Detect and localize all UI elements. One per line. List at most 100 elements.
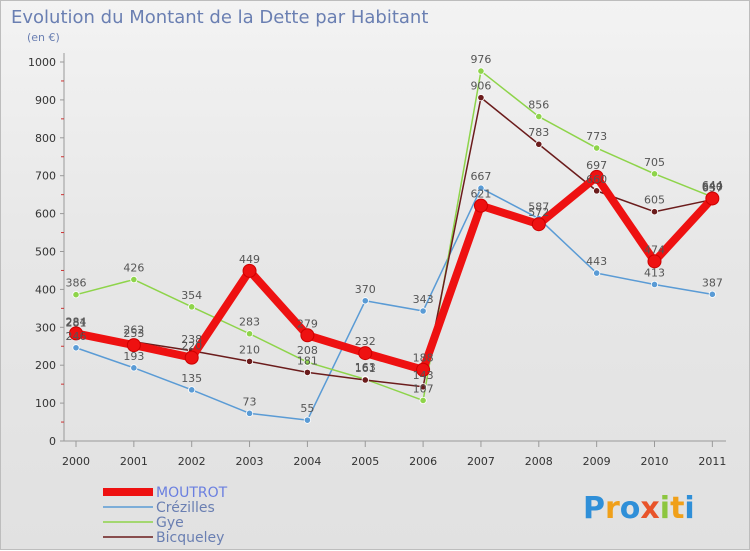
point-moutrot-2009 bbox=[589, 169, 604, 184]
data-label-moutrot-2009: 697 bbox=[586, 159, 607, 172]
x-tick-label-2005: 2005 bbox=[351, 455, 379, 468]
data-label-bicqueley-2004: 181 bbox=[297, 354, 318, 367]
point-gye-2008 bbox=[535, 112, 543, 121]
data-label-bicqueley-2005: 161 bbox=[355, 362, 376, 375]
data-label-gye-2007: 976 bbox=[470, 53, 491, 66]
point-crezilles-2006 bbox=[419, 307, 427, 315]
data-label-gye-2010: 705 bbox=[644, 156, 665, 169]
data-label-moutrot-2006: 188 bbox=[413, 352, 434, 365]
data-label-moutrot-2001: 253 bbox=[123, 327, 144, 340]
data-label-bicqueley-2011: 637 bbox=[702, 182, 723, 195]
point-moutrot-2006 bbox=[416, 362, 431, 377]
data-label-crezilles-2001: 193 bbox=[123, 350, 144, 363]
data-label-moutrot-2011: 640 bbox=[702, 180, 723, 193]
point-bicqueley-2006 bbox=[419, 383, 427, 391]
point-crezilles-2005 bbox=[361, 297, 369, 305]
data-label-moutrot-2000: 284 bbox=[66, 315, 87, 328]
chart-subtitle: (en €) bbox=[27, 31, 60, 44]
data-label-crezilles-2007: 667 bbox=[470, 170, 491, 183]
point-moutrot-2008 bbox=[531, 217, 546, 232]
x-tick-label-2007: 2007 bbox=[467, 455, 495, 468]
data-label-crezilles-2000: 246 bbox=[66, 330, 87, 343]
point-crezilles-2003 bbox=[245, 409, 254, 417]
data-label-moutrot-2010: 474 bbox=[644, 243, 665, 256]
data-label-gye-2002: 354 bbox=[181, 289, 202, 302]
x-tick-label-2000: 2000 bbox=[62, 455, 90, 468]
data-label-gye-2006: 107 bbox=[413, 382, 434, 395]
point-moutrot-2007 bbox=[473, 198, 488, 213]
point-bicqueley-2007 bbox=[477, 94, 485, 102]
logo-text-proxiti: Proxiti bbox=[583, 491, 695, 526]
x-tick-label-2003: 2003 bbox=[236, 455, 264, 468]
y-tick-label-1000: 1000 bbox=[28, 56, 56, 69]
point-gye-2001 bbox=[130, 275, 138, 284]
point-gye-2003 bbox=[245, 330, 254, 338]
x-tick-label-2004: 2004 bbox=[293, 455, 321, 468]
data-label-crezilles-2005: 370 bbox=[355, 283, 376, 296]
point-bicqueley-2003 bbox=[245, 357, 254, 366]
series-line-crezilles bbox=[75, 187, 714, 421]
point-moutrot-2002 bbox=[184, 350, 199, 365]
x-tick-label-2010: 2010 bbox=[641, 455, 669, 468]
point-bicqueley-2004 bbox=[303, 368, 311, 377]
data-label-moutrot-2002: 220 bbox=[181, 340, 202, 353]
point-moutrot-2003 bbox=[242, 263, 257, 278]
data-label-crezilles-2011: 387 bbox=[702, 276, 723, 289]
y-tick-label-400: 400 bbox=[35, 283, 56, 296]
legend-label-bicqueley: Bicqueley bbox=[156, 530, 224, 546]
series-line-gye bbox=[75, 70, 714, 402]
point-moutrot-2001 bbox=[126, 338, 141, 353]
data-label-bicqueley-2001: 262 bbox=[123, 324, 144, 337]
y-ticks: 0 100 200 300 400 500 600 700 800 900 1000 bbox=[28, 56, 64, 448]
y-tick-label-800: 800 bbox=[35, 132, 56, 145]
data-label-gye-2009: 773 bbox=[586, 130, 607, 143]
data-label-moutrot-2004: 279 bbox=[297, 317, 318, 330]
data-label-bicqueley-2002: 238 bbox=[181, 333, 202, 346]
x-ticks: 2000 2001 2002 2003 2004 2005 2006 2007 2008 2009… bbox=[62, 441, 726, 468]
legend-label-moutrot: MOUTROT bbox=[156, 485, 228, 501]
data-label-crezilles-2004: 55 bbox=[300, 402, 314, 415]
data-label-moutrot-2005: 232 bbox=[355, 335, 376, 348]
data-label-bicqueley-2007: 906 bbox=[470, 80, 491, 93]
x-tick-label-2006: 2006 bbox=[409, 455, 437, 468]
point-crezilles-2011 bbox=[708, 290, 716, 298]
data-label-bicqueley-2009: 660 bbox=[586, 173, 607, 186]
point-gye-2010 bbox=[650, 170, 659, 178]
point-gye-2002 bbox=[188, 303, 196, 311]
data-label-bicqueley-2008: 783 bbox=[528, 126, 549, 139]
point-moutrot-2000 bbox=[69, 326, 83, 341]
point-bicqueley-2008 bbox=[535, 140, 543, 148]
point-gye-2004 bbox=[303, 358, 311, 366]
point-crezilles-2000 bbox=[72, 344, 80, 352]
data-label-moutrot-2008: 572 bbox=[528, 206, 549, 219]
x-tick-label-2011: 2011 bbox=[698, 455, 726, 468]
series-layer bbox=[69, 67, 720, 424]
series-line-bicqueley bbox=[75, 96, 714, 388]
point-moutrot-2004 bbox=[300, 328, 315, 343]
point-gye-2007 bbox=[477, 67, 485, 75]
axes bbox=[63, 53, 726, 442]
data-label-crezilles-2002: 135 bbox=[181, 372, 202, 385]
point-moutrot-2005 bbox=[358, 346, 373, 361]
x-tick-label-2008: 2008 bbox=[525, 455, 553, 468]
y-tick-label-700: 700 bbox=[35, 170, 56, 183]
chart-title: Evolution du Montant de la Dette par Hab… bbox=[11, 7, 428, 28]
data-label-crezilles-2006: 343 bbox=[413, 293, 434, 306]
x-tick-label-2002: 2002 bbox=[178, 455, 206, 468]
y-tick-label-900: 900 bbox=[35, 94, 56, 107]
data-label-crezilles-2010: 413 bbox=[644, 266, 665, 279]
point-moutrot-2010 bbox=[647, 254, 662, 269]
point-crezilles-2001 bbox=[130, 364, 138, 372]
x-tick-label-2009: 2009 bbox=[583, 455, 611, 468]
data-label-crezilles-2008: 587 bbox=[528, 201, 549, 214]
point-crezilles-2002 bbox=[188, 386, 196, 394]
data-label-gye-2000: 386 bbox=[66, 277, 87, 290]
data-label-bicqueley-2010: 605 bbox=[644, 194, 665, 207]
point-gye-2000 bbox=[72, 291, 80, 299]
point-crezilles-2007 bbox=[477, 184, 485, 192]
y-tick-label-600: 600 bbox=[35, 208, 56, 221]
y-tick-label-500: 500 bbox=[35, 246, 56, 259]
data-label-gye-2005: 163 bbox=[355, 361, 376, 374]
data-labels: 246 193 135 73 55 370 343 667 587 443 413 387 386 426… bbox=[66, 53, 723, 415]
